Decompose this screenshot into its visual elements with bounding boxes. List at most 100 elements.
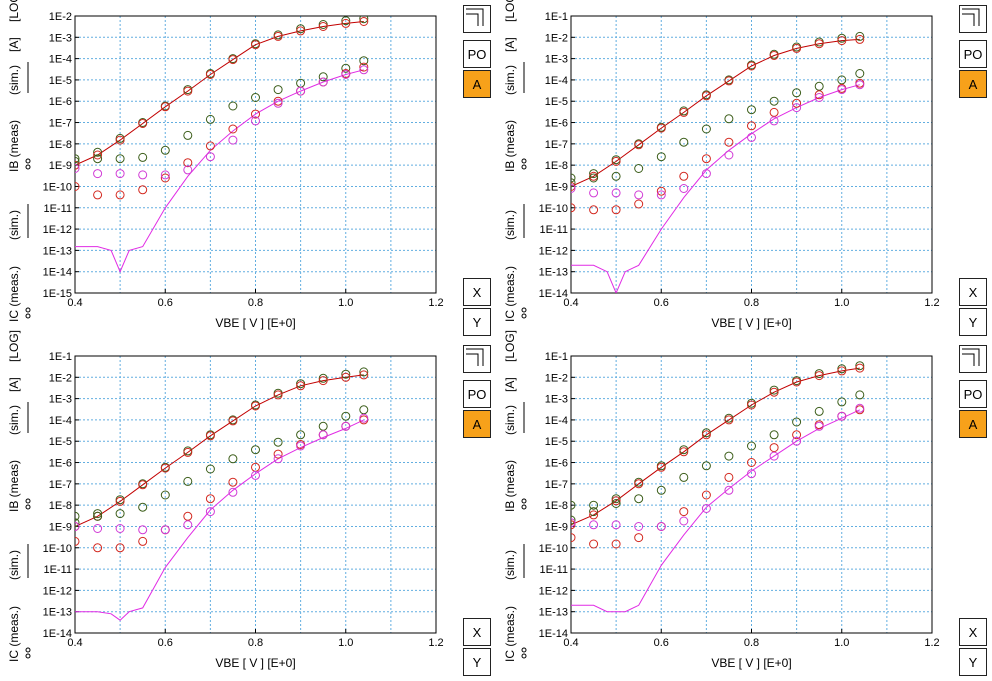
y-button[interactable]: Y xyxy=(959,648,987,676)
zoom-button[interactable] xyxy=(959,5,987,33)
y-label-part: (sim.) xyxy=(503,65,517,95)
data-point xyxy=(679,184,689,193)
a-button[interactable]: A xyxy=(959,70,987,98)
data-point xyxy=(205,431,215,441)
data-point xyxy=(611,156,621,166)
data-point xyxy=(769,430,779,440)
data-point xyxy=(571,515,576,525)
y-label-part: IC (meas.) xyxy=(503,266,517,322)
y-tick-label: 1E-7 xyxy=(545,139,568,151)
y-label-part: (sim.) xyxy=(503,210,517,240)
data-point xyxy=(341,63,351,73)
a-button[interactable]: A xyxy=(959,410,987,438)
zoom-button[interactable] xyxy=(463,5,491,33)
y-tick-label: 1E-6 xyxy=(545,458,568,470)
data-point xyxy=(296,86,306,96)
data-point xyxy=(792,43,802,53)
data-point xyxy=(138,480,148,490)
a-button[interactable]: A xyxy=(463,70,491,98)
data-point xyxy=(724,485,734,495)
sim-line xyxy=(571,367,860,526)
zoom-icon-path xyxy=(466,348,484,366)
y-tick-label: 1E-13 xyxy=(43,245,72,257)
x-tick-label: 0.6 xyxy=(654,297,669,309)
data-point xyxy=(115,135,125,145)
data-point xyxy=(359,56,369,66)
y-tick-label: 1E-11 xyxy=(539,224,568,236)
y-label-part: [LOG] xyxy=(503,330,517,362)
data-point xyxy=(679,447,689,457)
y-label-part: [A] xyxy=(503,37,517,52)
data-point xyxy=(589,507,599,517)
x-button[interactable]: X xyxy=(463,278,491,306)
x-button[interactable]: X xyxy=(959,618,987,646)
y-tick-label: 1E-2 xyxy=(49,11,72,23)
data-point xyxy=(611,205,621,215)
data-point xyxy=(837,411,847,421)
data-point xyxy=(93,154,103,164)
data-point xyxy=(701,124,711,134)
data-layer xyxy=(571,31,865,293)
data-point xyxy=(183,158,193,168)
data-point xyxy=(160,145,170,155)
data-point xyxy=(701,430,711,440)
y-tick-label: 1E-7 xyxy=(545,479,568,491)
data-point xyxy=(724,76,734,86)
data-point xyxy=(792,430,802,440)
data-point xyxy=(93,150,103,160)
y-button[interactable]: Y xyxy=(463,648,491,676)
po-button[interactable]: PO xyxy=(463,380,491,408)
data-point xyxy=(634,522,644,531)
y-label-part: IB (meas) xyxy=(503,120,517,172)
legend-marker-circle xyxy=(521,498,527,504)
data-point xyxy=(855,363,865,373)
y-tick-label: 1E-8 xyxy=(545,500,568,512)
plot-svg: 0.4 0.6 0.8 1.0 1.2 1E-14 1E-13 1E-12 1E-11 1E-10… xyxy=(7,330,444,670)
y-tick-label: 1E-14 xyxy=(539,628,568,640)
po-button[interactable]: PO xyxy=(959,40,987,68)
x-tick-label: 0.8 xyxy=(248,637,263,649)
data-point xyxy=(837,33,847,43)
y-tick-label: 1E-13 xyxy=(539,607,568,619)
data-point xyxy=(273,98,283,108)
data-point xyxy=(228,416,238,426)
data-point xyxy=(724,451,734,461)
y-tick-label: 1E-11 xyxy=(43,203,72,215)
y-label-part: [LOG] xyxy=(7,0,21,22)
zoom-button[interactable] xyxy=(463,345,491,373)
data-point xyxy=(769,107,779,117)
data-point xyxy=(814,39,824,49)
data-point xyxy=(571,203,576,213)
data-point xyxy=(814,421,824,431)
a-button[interactable]: A xyxy=(463,410,491,438)
data-point xyxy=(701,461,711,471)
data-point xyxy=(183,447,193,457)
plot-svg: 0.4 0.6 0.8 1.0 1.2 1E-14 1E-13 1E-12 1E-11 1E-10… xyxy=(503,330,940,670)
x-button[interactable]: X xyxy=(959,278,987,306)
data-point xyxy=(837,366,847,376)
data-point xyxy=(656,123,666,133)
data-point xyxy=(571,520,576,530)
data-layer xyxy=(571,361,865,613)
legend-marker-circle xyxy=(521,164,527,170)
data-point xyxy=(814,81,824,91)
data-point xyxy=(273,449,283,459)
data-point xyxy=(855,34,865,44)
y-button[interactable]: Y xyxy=(959,308,987,336)
po-button[interactable]: PO xyxy=(959,380,987,408)
data-point xyxy=(359,405,369,415)
data-point xyxy=(679,445,689,455)
x-button[interactable]: X xyxy=(463,618,491,646)
data-point xyxy=(634,164,644,173)
data-point xyxy=(747,458,756,467)
data-point xyxy=(205,114,215,124)
y-button[interactable]: Y xyxy=(463,308,491,336)
data-point xyxy=(183,165,193,175)
chart-panel-1: 0.4 0.6 0.8 1.0 1.2 1E-15 1E-14 1E-13 1E-12 1E-11… xyxy=(0,0,496,340)
po-button[interactable]: PO xyxy=(463,40,491,68)
zoom-button[interactable] xyxy=(959,345,987,373)
data-point xyxy=(273,96,283,106)
y-label-part: [LOG] xyxy=(503,0,517,22)
x-tick-label: 0.4 xyxy=(563,297,578,309)
y-tick-label: 1E-4 xyxy=(545,75,568,87)
